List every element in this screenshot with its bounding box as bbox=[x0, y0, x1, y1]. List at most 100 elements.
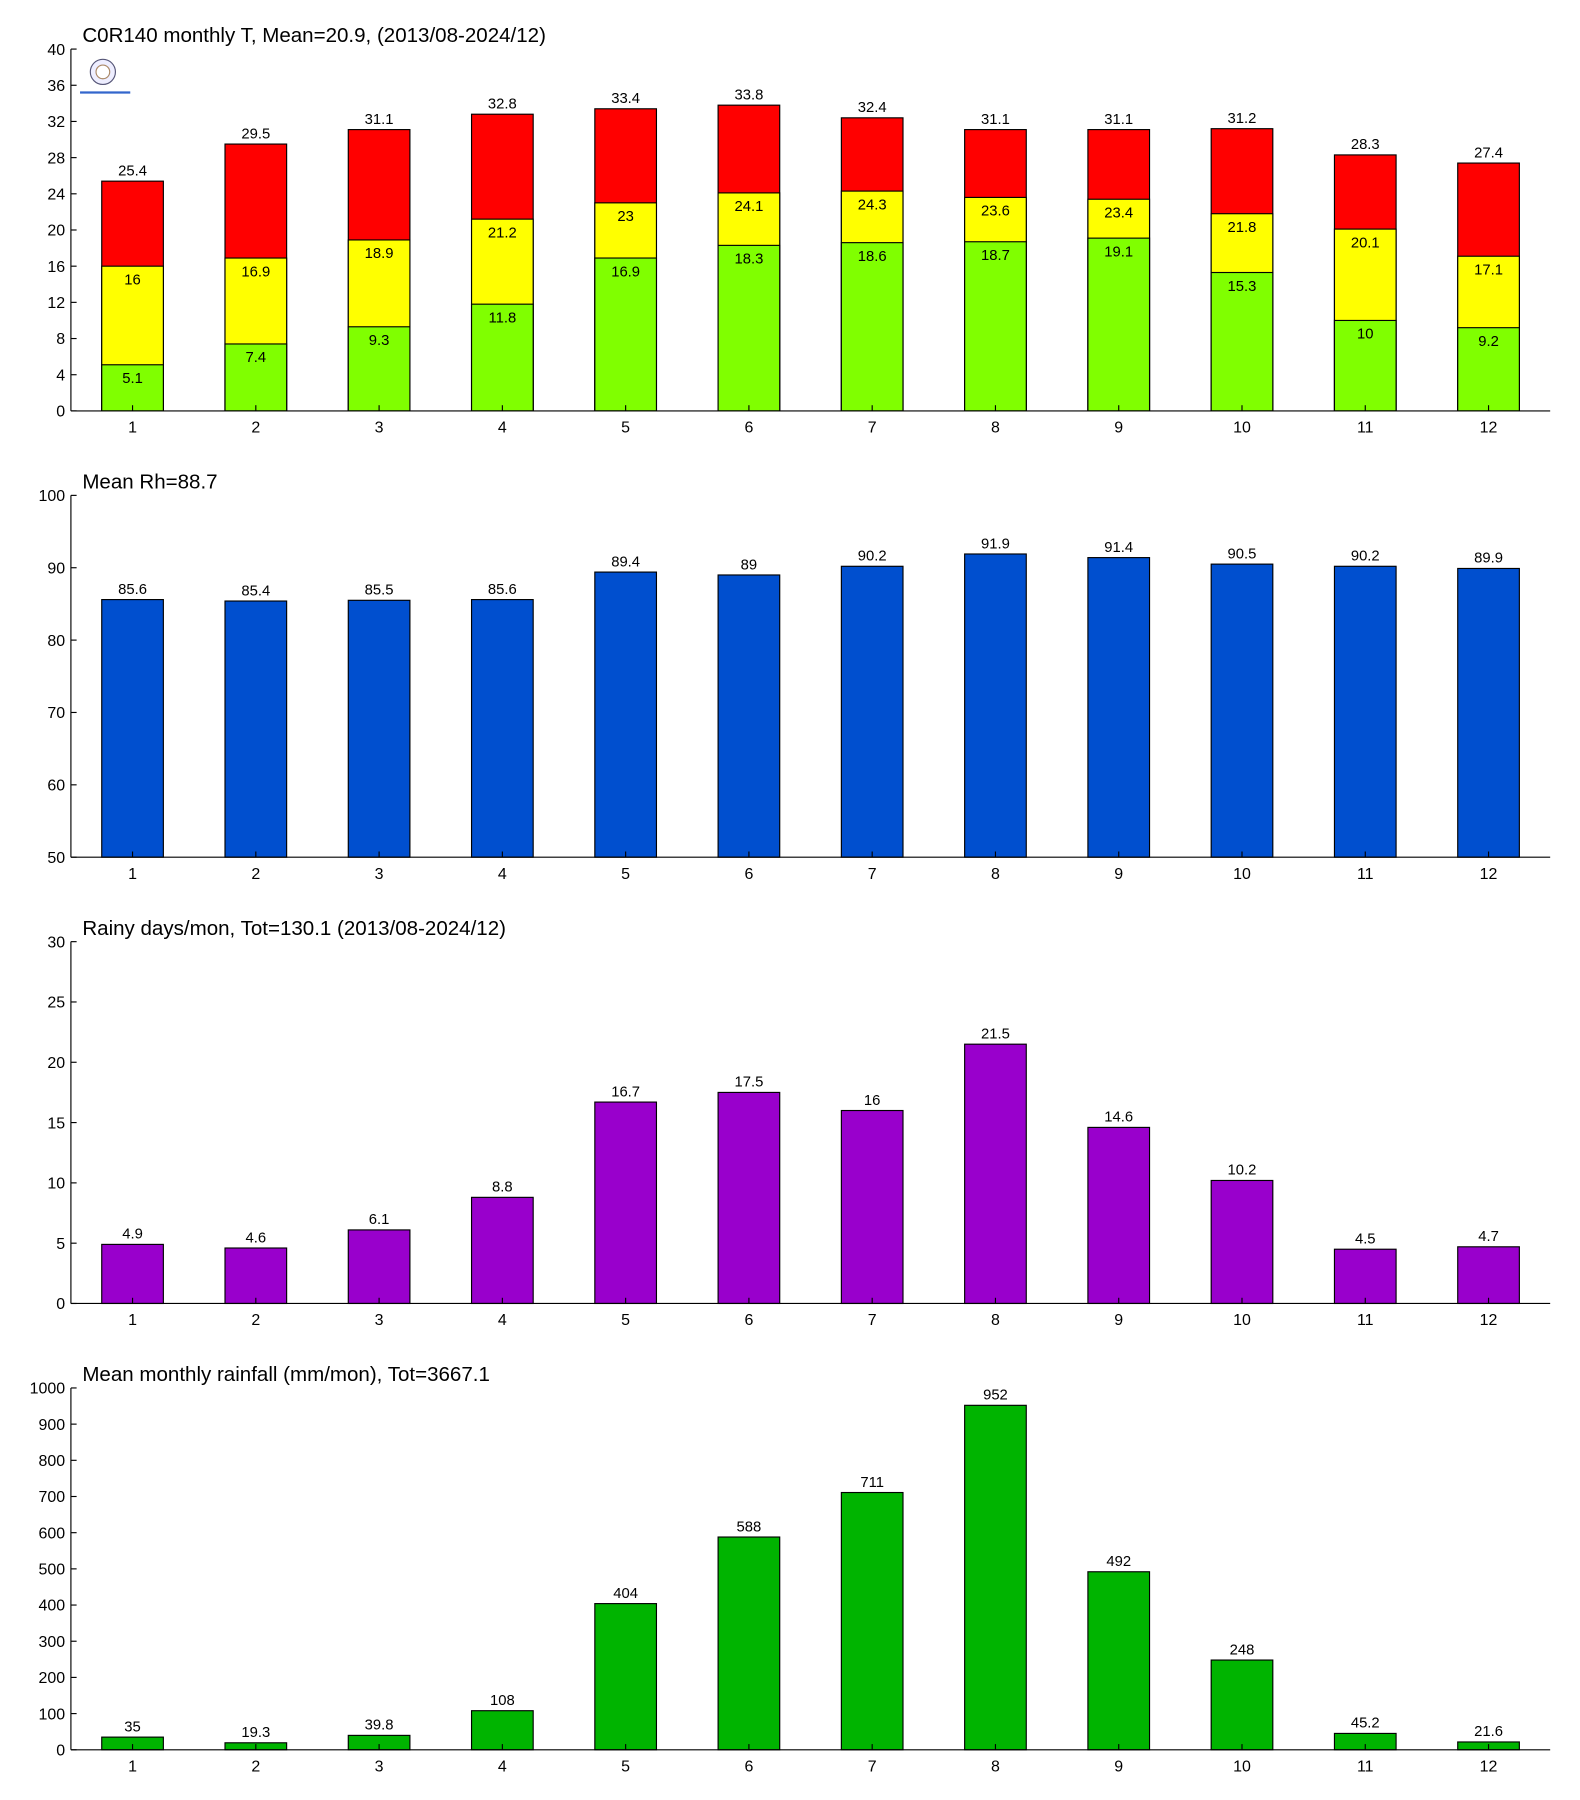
x-tick-label: 3 bbox=[375, 420, 384, 437]
value-label: 90.5 bbox=[1228, 546, 1257, 562]
bar bbox=[594, 257, 658, 412]
value-label: 9.2 bbox=[1478, 334, 1499, 350]
x-tick-label: 5 bbox=[621, 420, 630, 437]
value-label: 952 bbox=[983, 1388, 1008, 1404]
y-tick-label: 50 bbox=[47, 850, 65, 867]
y-tick-label: 300 bbox=[39, 1634, 66, 1651]
bar bbox=[964, 1404, 1027, 1751]
value-label: 7.4 bbox=[246, 350, 267, 366]
value-label: 10.2 bbox=[1228, 1163, 1257, 1179]
bar bbox=[101, 1243, 164, 1305]
x-tick-label: 8 bbox=[991, 1312, 1000, 1329]
value-label: 11.8 bbox=[488, 310, 516, 326]
bar bbox=[1087, 1571, 1151, 1751]
x-tick-label: 6 bbox=[744, 420, 753, 437]
y-tick-label: 100 bbox=[39, 1706, 66, 1723]
value-label: 31.1 bbox=[1104, 112, 1133, 128]
y-tick-label: 20 bbox=[47, 1055, 65, 1072]
y-tick-label: 800 bbox=[39, 1453, 66, 1470]
x-tick-label: 6 bbox=[744, 866, 753, 883]
value-label: 8.8 bbox=[492, 1180, 513, 1196]
value-label: 21.8 bbox=[1228, 220, 1257, 236]
value-label: 16 bbox=[124, 272, 141, 288]
y-tick-label: 60 bbox=[47, 778, 65, 795]
x-tick-label: 1 bbox=[128, 1758, 137, 1775]
x-tick-label: 12 bbox=[1480, 1758, 1498, 1775]
x-tick-label: 10 bbox=[1233, 420, 1251, 437]
value-label: 32.4 bbox=[858, 100, 887, 116]
value-label: 18.6 bbox=[858, 249, 887, 265]
x-tick-label: 11 bbox=[1357, 1312, 1374, 1329]
bar bbox=[1457, 567, 1520, 858]
x-tick-label: 8 bbox=[991, 866, 1000, 883]
value-label: 45.2 bbox=[1351, 1716, 1380, 1732]
bar bbox=[717, 574, 781, 858]
y-tick-label: 1000 bbox=[30, 1381, 66, 1398]
y-tick-label: 90 bbox=[47, 560, 65, 577]
x-tick-label: 1 bbox=[128, 866, 137, 883]
bar bbox=[224, 600, 288, 858]
value-label: 16.7 bbox=[611, 1084, 640, 1100]
value-label: 17.1 bbox=[1474, 262, 1503, 278]
y-tick-label: 0 bbox=[56, 1742, 65, 1759]
x-tick-label: 1 bbox=[128, 1312, 137, 1329]
y-tick-label: 100 bbox=[39, 488, 66, 505]
x-tick-label: 2 bbox=[251, 866, 260, 883]
x-tick-label: 12 bbox=[1480, 1312, 1498, 1329]
value-label: 18.7 bbox=[981, 248, 1010, 264]
y-tick-label: 16 bbox=[47, 259, 65, 276]
value-label: 23.4 bbox=[1104, 206, 1133, 222]
value-label: 19.3 bbox=[241, 1725, 270, 1741]
bar bbox=[717, 1536, 781, 1751]
bar bbox=[1457, 327, 1520, 412]
bar bbox=[1210, 563, 1274, 858]
value-label: 31.1 bbox=[365, 112, 394, 128]
bar bbox=[594, 571, 658, 858]
value-label: 10 bbox=[1357, 327, 1374, 343]
bar bbox=[840, 1109, 904, 1305]
x-tick-label: 7 bbox=[868, 420, 877, 437]
y-tick-label: 0 bbox=[56, 1296, 65, 1313]
bar bbox=[717, 1091, 781, 1305]
bar bbox=[594, 1603, 658, 1751]
x-tick-label: 12 bbox=[1480, 866, 1498, 883]
value-label: 91.9 bbox=[981, 536, 1010, 552]
y-tick-label: 80 bbox=[47, 633, 65, 650]
logo bbox=[80, 58, 131, 96]
bar bbox=[470, 303, 534, 412]
x-tick-label: 7 bbox=[868, 1312, 877, 1329]
bar bbox=[1210, 271, 1274, 412]
x-tick-label: 4 bbox=[498, 866, 507, 883]
value-label: 89.9 bbox=[1474, 551, 1503, 567]
value-label: 21.2 bbox=[488, 225, 517, 241]
y-tick-label: 30 bbox=[47, 934, 65, 951]
y-tick-label: 5 bbox=[56, 1236, 65, 1253]
bar bbox=[840, 565, 904, 858]
bar bbox=[840, 242, 904, 412]
bar bbox=[840, 1491, 904, 1751]
value-label: 9.3 bbox=[369, 333, 390, 349]
value-label: 33.8 bbox=[734, 87, 763, 103]
value-label: 35 bbox=[124, 1719, 141, 1735]
value-label: 18.3 bbox=[734, 252, 763, 268]
x-tick-label: 9 bbox=[1114, 420, 1123, 437]
value-label: 5.1 bbox=[122, 371, 143, 387]
bar bbox=[1210, 1179, 1274, 1305]
bar bbox=[224, 1247, 288, 1305]
y-tick-label: 400 bbox=[39, 1598, 66, 1615]
bar bbox=[470, 1710, 534, 1751]
value-label: 16 bbox=[864, 1093, 880, 1109]
value-label: 588 bbox=[737, 1519, 762, 1535]
x-tick-label: 3 bbox=[375, 1312, 384, 1329]
y-tick-label: 36 bbox=[47, 78, 65, 95]
x-tick-label: 10 bbox=[1233, 1312, 1251, 1329]
value-label: 29.5 bbox=[241, 126, 270, 142]
bar bbox=[964, 1043, 1027, 1305]
x-tick-label: 2 bbox=[251, 1758, 260, 1775]
bar bbox=[224, 343, 288, 412]
y-tick-label: 8 bbox=[56, 331, 65, 348]
bar bbox=[347, 326, 411, 412]
bar bbox=[347, 599, 411, 858]
